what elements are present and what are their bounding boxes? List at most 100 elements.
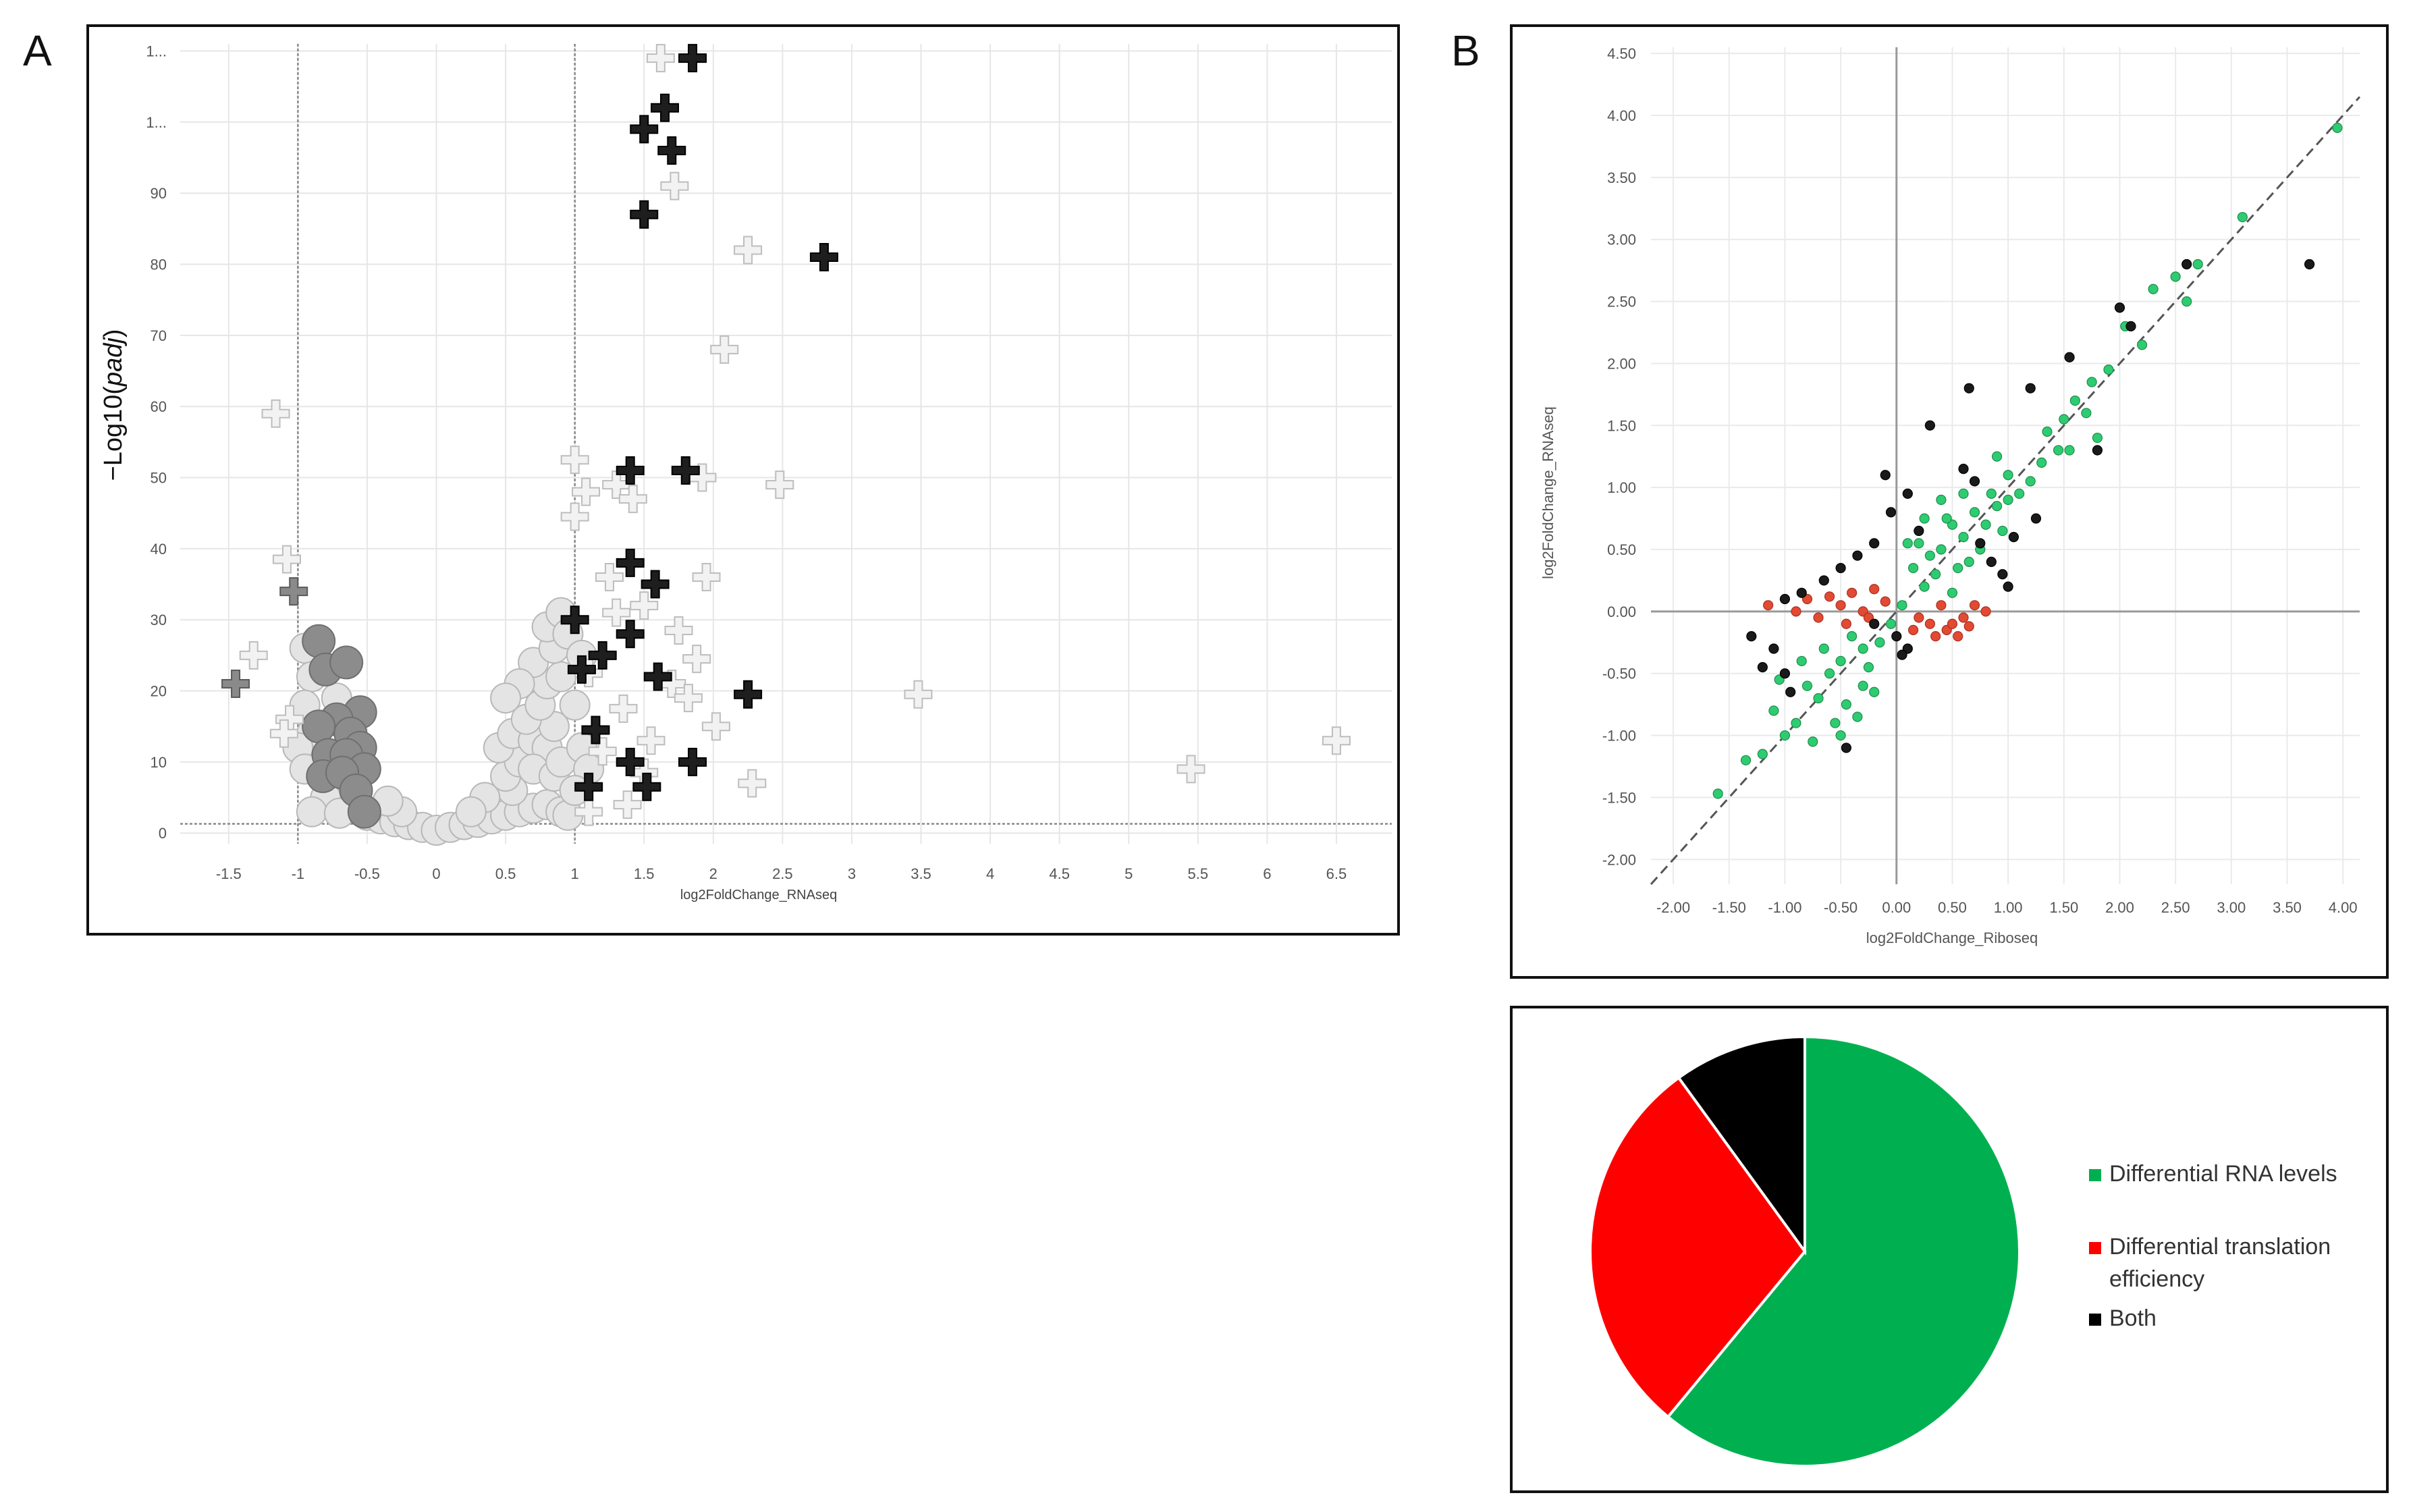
scatter-point [1924,550,1935,561]
scatter-point [1847,630,1858,642]
volcano-point-circle [302,624,336,658]
volcano-point-cross [671,456,700,485]
volcano-point-circle [559,689,591,721]
volcano-x-tick-label: 6.5 [1326,865,1347,882]
scatter-point [2136,340,2148,350]
volcano-point-cross [682,645,711,674]
scatter-point [1852,711,1863,722]
legend-item-translation-efficiency: Differential translation efficiency [2089,1234,2373,1295]
volcano-point-cross [630,115,659,144]
volcano-point-circle [302,709,336,744]
scatter-point [1963,621,1974,632]
scatter-point [1953,630,1963,642]
volcano-points [221,44,1351,846]
scatter-x-tick-label: 1.00 [1994,899,2023,916]
scatter-point [1841,699,1851,710]
volcano-x-tick-label: 2 [709,865,717,882]
scatter-point [1779,593,1791,605]
scatter-point [1791,606,1801,617]
scatter-point [2304,259,2315,270]
scatter-y-tick-label: -1.50 [1602,789,1636,806]
volcano-point-cross [641,570,670,599]
scatter-point [1869,618,1880,629]
scatter-x-tick-label: 1.50 [2049,899,2078,916]
scatter-y-tick-label: -1.00 [1602,728,1636,745]
volcano-point-cross [904,680,933,709]
scatter-point [1947,587,1958,598]
scatter-point [1880,596,1891,607]
volcano-point-cross [595,563,624,591]
volcano-x-tick-label: -1.5 [216,865,242,882]
volcano-point-circle [329,645,364,680]
scatter-point [1980,519,1991,530]
scatter-point [2148,284,2159,294]
scatter-y-tick-labels: -2.00 -1.50 -1.00 -0.50 0.00 0.50 1.00 1.50 2.00… [1602,45,1636,868]
scatter-point [1841,618,1851,629]
volcano-point-cross [588,737,617,766]
volcano-plot: -1.5 -1 -0.5 0 0.5 1 1.5 2 2.5 3 3.5 4 4.5 5 5.5 6 6.5 0… [99,43,1392,902]
volcano-point-cross [574,772,603,801]
volcano-y-label-suffix: ) [99,329,128,338]
scatter-point [1824,668,1835,679]
volcano-x-tick-label: 4 [986,865,994,882]
volcano-x-tick-label: -1 [292,865,305,882]
volcano-y-tick-label: 30 [151,612,167,628]
volcano-point-cross [616,747,645,776]
scatter-point [2014,488,2025,499]
scatter-point [1924,618,1935,629]
scatter-y-tick-label: 0.50 [1607,541,1636,558]
scatter-point [2086,377,2097,387]
volcano-point-cross [738,769,767,798]
scatter-point [1997,525,2008,537]
volcano-point-cross [630,200,659,229]
scatter-point [2170,271,2181,282]
volcano-point-cross [1176,755,1205,784]
scatter-point [1930,630,1941,642]
scatter-y-tick-label: 3.00 [1607,232,1636,248]
scatter-y-tick-label: 1.50 [1607,417,1636,434]
scatter-point [1796,587,1807,598]
volcano-point-cross [809,243,838,271]
scatter-y-tick-label: -0.50 [1602,666,1636,682]
scatter-point [1986,556,1997,567]
scatter-x-tick-label: -1.50 [1712,899,1746,916]
scatter-point [1712,788,1723,799]
volcano-point-cross [269,719,298,748]
volcano-x-tick-label: 0 [432,865,440,882]
scatter-point [1902,488,1913,499]
volcano-y-tick-label: 50 [151,470,167,487]
scatter-point [1874,637,1885,648]
scatter-point [2042,426,2053,437]
pie-slice [1589,1075,1807,1419]
volcano-y-label-italic: padj [99,337,128,387]
scatter-x-axis-label: log2FoldChange_Riboseq [1866,929,2038,946]
volcano-point-cross [651,93,679,122]
volcano-y-tick-label: 1... [146,43,167,60]
volcano-y-tick-label: 70 [151,327,167,344]
legend-item-rna-levels: Differential RNA levels [2089,1161,2373,1187]
scatter-point [1763,600,1774,611]
scatter-point [1779,730,1791,741]
volcano-point-cross [646,44,675,73]
scatter-point [1975,538,1986,549]
pie-chart-frame: Differential RNA levels Differential tra… [1510,1006,2389,1493]
volcano-point-circle [490,682,522,714]
scatter-point [1907,562,1919,574]
pie-legend: Differential RNA levels Differential tra… [2089,1008,2373,1490]
scatter-x-tick-label: 2.50 [2161,899,2190,916]
scatter-point [1936,600,1947,611]
volcano-point-cross [609,694,638,723]
scatter-point [1930,569,1941,580]
scatter-point [1897,649,1907,660]
volcano-y-axis-label: −Log10(padj) [99,329,128,481]
scatter-point [1897,600,1907,611]
volcano-x-tick-label: 5 [1124,865,1133,882]
scatter-point [1936,544,1947,555]
scatter-point [2332,122,2343,134]
volcano-point-cross [630,591,659,620]
scatter-point [1958,463,1969,475]
scatter-point [1980,606,1991,617]
pie-slice [1666,1035,2021,1467]
volcano-point-cross [616,456,645,485]
volcano-point-circle [296,796,327,828]
